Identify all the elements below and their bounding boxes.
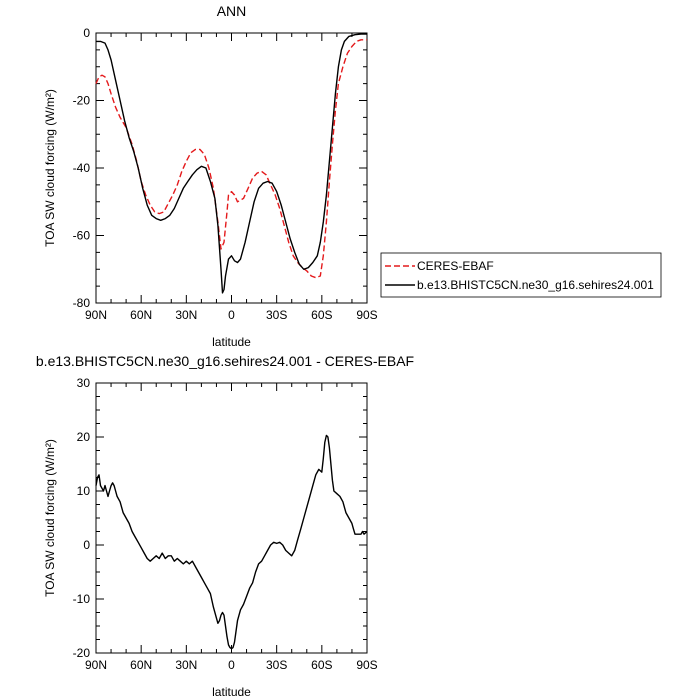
x-tick-label: 90N [85,658,107,672]
x-tick-label: 30N [175,658,197,672]
x-tick-label: 90N [85,308,107,322]
legend-label: CERES-EBAF [417,259,494,273]
y-tick-label: 0 [83,538,90,552]
y-tick-label: -10 [73,592,91,606]
x-tick-label: 60S [311,308,332,322]
y-tick-label: -80 [73,296,91,310]
plot-frame [95,382,368,654]
x-tick-label: 60N [130,308,152,322]
series-line [95,39,367,279]
legend-box [380,252,662,298]
y-tick-label: 10 [77,484,91,498]
x-tick-label: 30S [266,308,287,322]
x-tick-label: 0 [228,658,235,672]
x-tick-label: 90S [356,308,377,322]
series-line [95,434,368,650]
chart-annual: 90N 60N 30N 0 30S 60S 90S -80 -60 -40 -20 0 ANN latit… [43,3,662,349]
y-tick-label: 0 [83,26,90,40]
y-tick-label: -40 [73,161,91,175]
y-tick-label: -20 [73,94,91,108]
x-tick-label: 30S [266,658,287,672]
x-tick-label: 60N [130,658,152,672]
y-tick-label: 20 [77,430,91,444]
chart-title: b.e13.BHISTC5CN.ne30_g16.sehires24.001 -… [36,353,414,369]
x-tick-label: 60S [311,658,332,672]
x-axis-title: latitude [212,335,251,349]
x-tick-label: 0 [228,308,235,322]
y-axis-title: TOA SW cloud forcing (W/m²) [43,439,57,597]
chart-difference: 90N 60N 30N 0 30S 60S 90S -20 -10 0 10 20 30 b.e13.BH… [36,353,414,699]
y-tick-label: -60 [73,229,91,243]
x-tick-label: 90S [356,658,377,672]
chart-title: ANN [217,3,247,19]
x-tick-label: 30N [175,308,197,322]
legend-label: b.e13.BHISTC5CN.ne30_g16.sehires24.001 [417,278,654,292]
series-line [96,33,367,294]
x-axis-title: latitude [212,685,251,699]
y-tick-label: 30 [77,376,91,390]
y-axis-title: TOA SW cloud forcing (W/m²) [43,89,57,247]
plot-frame [95,32,368,304]
y-tick-label: -20 [73,646,91,660]
